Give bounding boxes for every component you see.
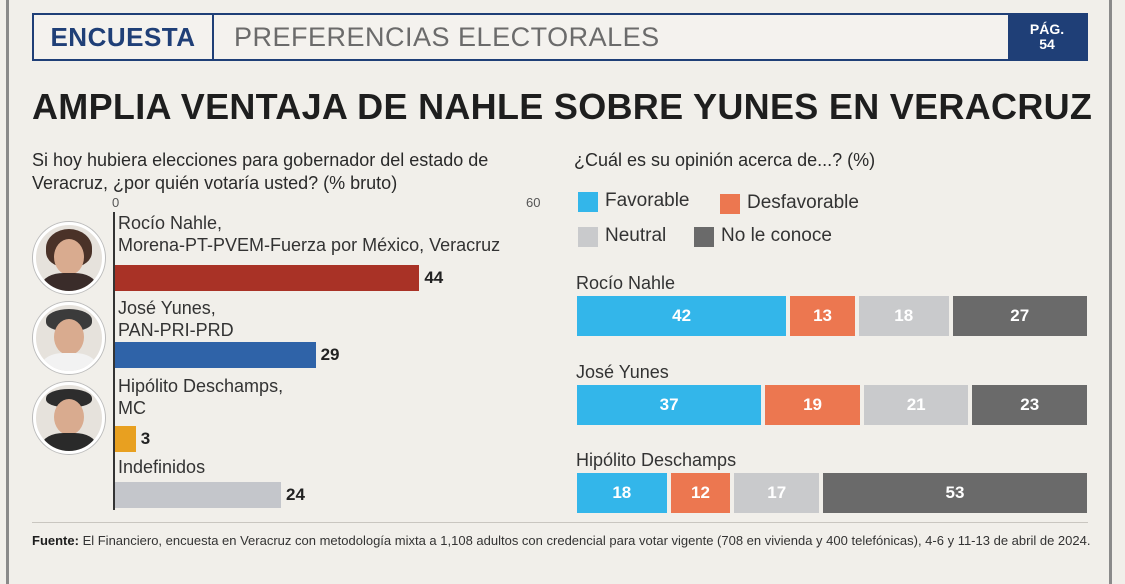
vote-bar-value: 44 — [424, 268, 444, 287]
candidate-name: José Yunes, — [118, 298, 216, 318]
axis-tick-min: 0 — [112, 195, 120, 210]
vote-bar-value: 3 — [140, 429, 151, 448]
section-header: ENCUESTA PREFERENCIAS ELECTORALES PÁG. 5… — [32, 13, 1088, 61]
vote-bar — [115, 342, 316, 368]
source-text: El Financiero, encuesta en Veracruz con … — [78, 533, 1091, 548]
opinion-segment: 42 — [577, 296, 787, 336]
source-label: Fuente: — [32, 533, 79, 548]
vote-bar — [115, 426, 136, 452]
page-badge: PÁG. 54 — [1008, 15, 1086, 59]
opinion-segment: 17 — [734, 473, 820, 513]
legend-label: Neutral — [605, 225, 667, 246]
vote-axis-line — [113, 212, 115, 510]
page-badge-label: PÁG. — [1029, 21, 1065, 37]
axis-tick-max: 60 — [526, 195, 541, 210]
avatar-yunes — [33, 302, 105, 374]
opinion-row-label: Rocío Nahle — [576, 273, 676, 293]
vote-bar — [115, 265, 420, 291]
headline: AMPLIA VENTAJA DE NAHLE SOBRE YUNES EN V… — [32, 86, 1093, 127]
opinion-row-label: Hipólito Deschamps — [576, 450, 737, 470]
opinion-segment: 27 — [952, 296, 1087, 336]
legend-swatch — [578, 227, 598, 247]
legend-label: Favorable — [605, 190, 690, 211]
opinion-segment: 21 — [863, 385, 969, 425]
candidate-name: Hipólito Deschamps, — [118, 376, 284, 396]
opinion-segment: 18 — [858, 296, 949, 336]
page-badge-number: 54 — [1039, 36, 1055, 52]
opinion-segment: 19 — [765, 385, 860, 425]
legend-label: Desfavorable — [747, 192, 859, 213]
legend-swatch — [578, 192, 598, 212]
source-note: Fuente: El Financiero, encuesta en Verac… — [32, 531, 1092, 550]
legend-swatch — [720, 194, 740, 214]
candidate-party: PAN-PRI-PRD — [118, 320, 234, 340]
avatar-nahle — [33, 222, 105, 294]
opinion-segment: 23 — [972, 385, 1087, 425]
avatar-deschamps — [33, 382, 105, 454]
legend-swatch — [694, 227, 714, 247]
page-frame — [6, 0, 1112, 584]
vote-bar-value: 29 — [320, 345, 340, 364]
vote-bar — [115, 482, 281, 508]
opinion-segment: 37 — [577, 385, 762, 425]
candidate-party: Morena-PT-PVEM-Fuerza por México, Veracr… — [118, 235, 501, 255]
opinion-segment: 12 — [670, 473, 731, 513]
opinion-question: ¿Cuál es su opinión acerca de...? (%) — [574, 150, 876, 170]
opinion-segment: 13 — [790, 296, 855, 336]
opinion-segment: 18 — [577, 473, 667, 513]
vote-question: Si hoy hubiera elecciones para gobernado… — [32, 150, 489, 193]
candidate-party: MC — [118, 398, 146, 418]
source-divider — [32, 522, 1088, 523]
opinion-row-label: José Yunes — [576, 362, 669, 382]
section-title: PREFERENCIAS ELECTORALES — [234, 22, 660, 52]
section-tag: ENCUESTA — [34, 15, 214, 59]
candidate-name: Rocío Nahle, — [118, 213, 223, 233]
legend-label: No le conoce — [721, 225, 832, 246]
opinion-segment: 53 — [823, 473, 1087, 513]
candidate-name: Indefinidos — [118, 457, 206, 477]
vote-bar-value: 24 — [286, 485, 305, 504]
